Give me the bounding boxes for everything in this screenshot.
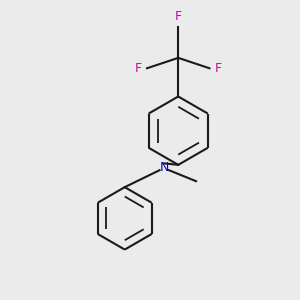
Text: F: F <box>215 62 222 75</box>
Text: N: N <box>160 161 169 174</box>
Text: F: F <box>135 62 142 75</box>
Text: F: F <box>175 10 182 23</box>
